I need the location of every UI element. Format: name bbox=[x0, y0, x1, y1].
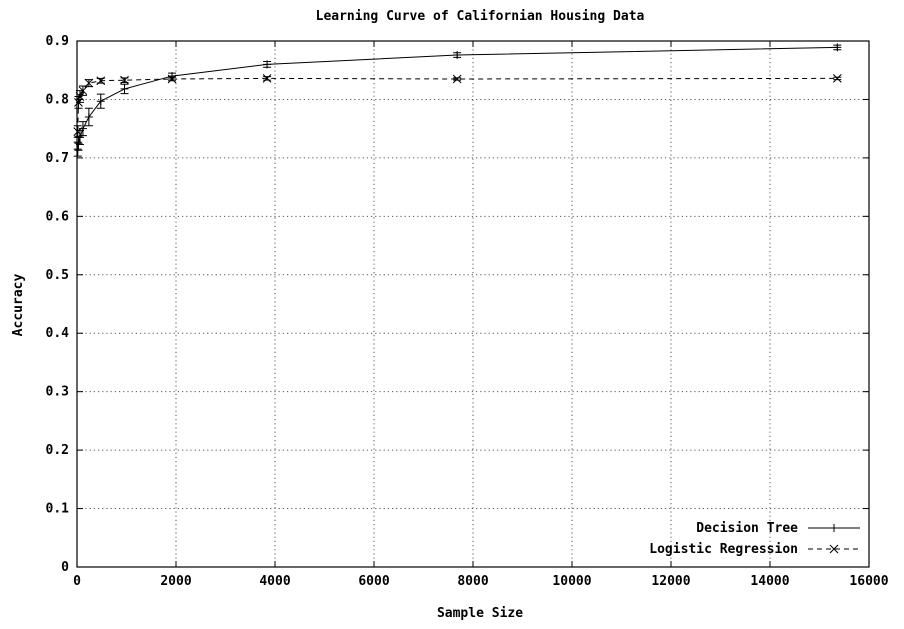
y-tick-label: 0 bbox=[61, 560, 69, 575]
x-tick-label: 12000 bbox=[651, 574, 690, 589]
legend: Decision Tree Logistic Regression bbox=[649, 521, 860, 557]
x-tick-label: 0 bbox=[73, 574, 81, 589]
y-tick-label: 0.6 bbox=[46, 209, 70, 224]
x-tick-label: 16000 bbox=[849, 574, 888, 589]
data-point-marker bbox=[74, 139, 83, 148]
legend-marker bbox=[830, 524, 838, 532]
y-tick-label: 0.9 bbox=[46, 34, 69, 49]
chart-title: Learning Curve of Californian Housing Da… bbox=[316, 9, 645, 24]
data-point-marker bbox=[96, 76, 106, 86]
legend-label: Decision Tree bbox=[696, 521, 798, 536]
data-point-marker bbox=[73, 145, 82, 154]
legend-label: Logistic Regression bbox=[649, 542, 798, 557]
y-tick-label: 0.3 bbox=[46, 385, 69, 400]
data-point-marker bbox=[78, 86, 88, 96]
data-point-marker bbox=[832, 74, 842, 83]
series-cross bbox=[73, 74, 842, 138]
data-series bbox=[73, 43, 842, 157]
data-point-marker bbox=[73, 127, 83, 136]
y-tick-label: 0.1 bbox=[46, 502, 70, 517]
series-line bbox=[77, 46, 838, 150]
x-tick-label: 4000 bbox=[259, 574, 290, 589]
y-tick-label: 0.7 bbox=[46, 151, 69, 166]
data-point-marker bbox=[263, 60, 272, 69]
data-point-marker bbox=[453, 51, 462, 60]
y-tick-label: 0.8 bbox=[46, 92, 70, 107]
x-axis-label: Sample Size bbox=[437, 606, 523, 621]
data-point-marker bbox=[84, 112, 93, 121]
data-point-marker bbox=[96, 97, 105, 106]
y-axis-label: Accuracy bbox=[11, 274, 26, 337]
data-point-marker bbox=[84, 78, 94, 88]
x-tick-label: 8000 bbox=[457, 574, 488, 589]
legend-marker bbox=[829, 544, 839, 554]
y-tick-label: 0.5 bbox=[46, 268, 69, 283]
data-point-marker bbox=[167, 74, 177, 84]
series-line bbox=[77, 77, 838, 132]
axis-ticks: 0 2000 4000 6000 8000 10000 12000 14000 16000 0 0.… bbox=[46, 34, 889, 589]
grid-lines bbox=[77, 41, 869, 567]
y-tick-label: 0.2 bbox=[46, 443, 69, 458]
x-tick-label: 10000 bbox=[552, 574, 591, 589]
x-tick-label: 14000 bbox=[750, 574, 789, 589]
data-point-marker bbox=[833, 43, 842, 52]
data-point-marker bbox=[120, 75, 129, 85]
y-tick-label: 0.4 bbox=[46, 326, 70, 341]
data-point-marker bbox=[262, 74, 272, 83]
data-point-marker bbox=[120, 84, 129, 93]
plot-frame bbox=[76, 40, 870, 568]
x-tick-label: 2000 bbox=[160, 574, 191, 589]
x-tick-label: 6000 bbox=[358, 574, 389, 589]
series-plus bbox=[73, 43, 842, 157]
data-point-marker bbox=[452, 74, 462, 84]
